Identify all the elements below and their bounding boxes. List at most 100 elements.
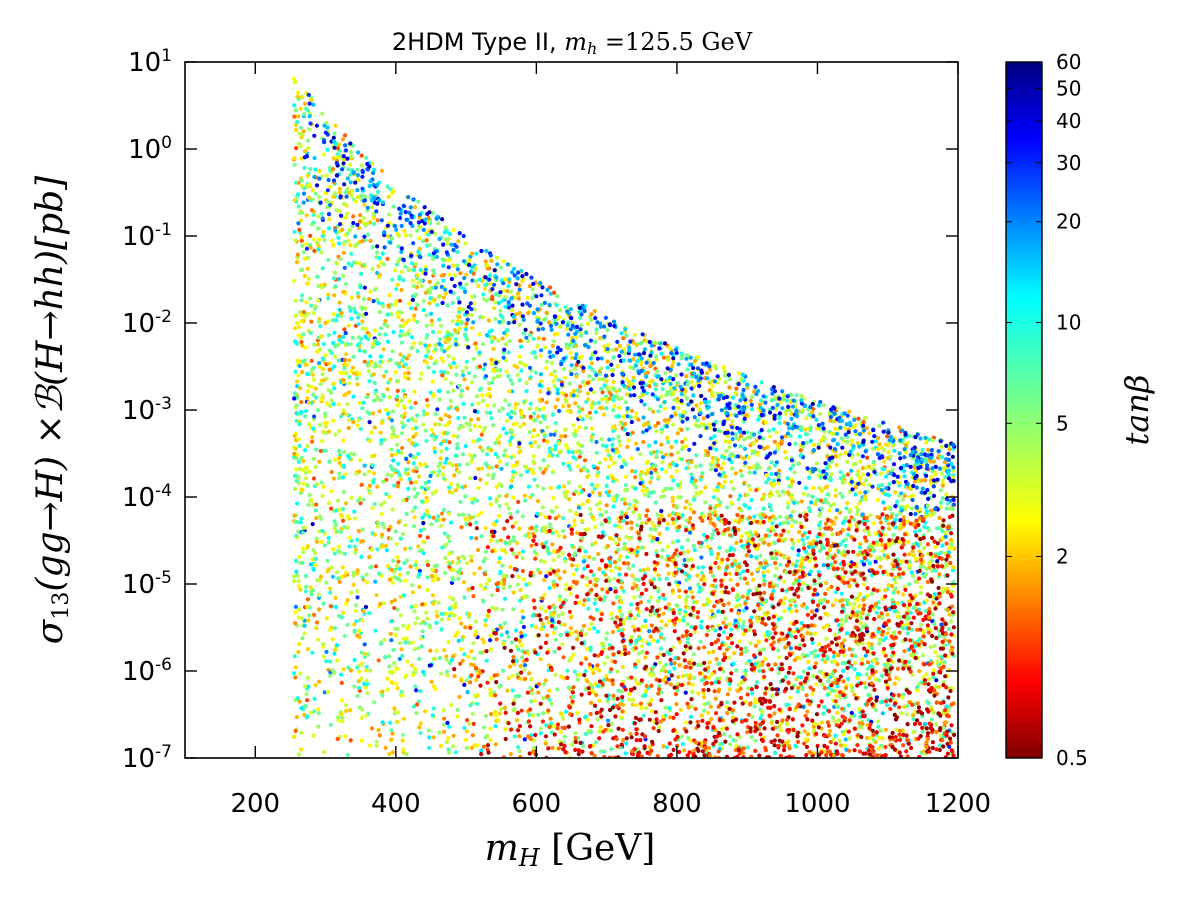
data-point [683, 609, 688, 614]
data-point [605, 543, 611, 549]
data-point [841, 668, 846, 674]
data-point [498, 707, 504, 712]
data-point [414, 711, 419, 716]
data-point [426, 728, 431, 733]
data-point [481, 367, 486, 372]
data-point [721, 461, 726, 466]
data-point [390, 731, 395, 736]
data-point [451, 433, 456, 438]
data-point [318, 448, 323, 454]
data-point [754, 555, 759, 560]
data-point [612, 576, 617, 581]
data-point [350, 335, 355, 340]
data-point [920, 729, 925, 734]
data-point [654, 454, 659, 459]
data-point [310, 650, 315, 655]
data-point [847, 489, 852, 494]
data-point [292, 433, 297, 438]
data-point [710, 532, 715, 537]
data-point [714, 527, 719, 532]
data-point [385, 472, 390, 477]
data-point [803, 737, 809, 742]
data-point [570, 450, 575, 455]
data-point [464, 678, 469, 683]
data-point [357, 635, 362, 640]
data-point [452, 473, 457, 478]
data-point [675, 380, 681, 385]
data-point [680, 634, 685, 639]
data-point [648, 360, 653, 365]
data-point [502, 621, 508, 626]
data-point [293, 728, 298, 734]
data-point [588, 416, 593, 421]
data-point [757, 668, 762, 674]
data-point [462, 556, 467, 561]
data-point [349, 495, 354, 500]
data-point [540, 505, 545, 510]
data-point [535, 433, 540, 438]
data-point [430, 379, 435, 384]
data-point [406, 438, 411, 443]
data-point [681, 410, 686, 415]
data-point [900, 695, 905, 700]
data-point [883, 653, 888, 658]
data-point [595, 629, 601, 634]
data-point [332, 551, 337, 556]
data-point [503, 541, 508, 546]
data-point [905, 704, 910, 709]
data-point [758, 465, 763, 470]
data-point [517, 526, 522, 531]
data-point [606, 453, 611, 458]
data-point [648, 527, 654, 532]
data-point [330, 565, 335, 570]
data-point [561, 515, 566, 521]
data-point [690, 682, 695, 688]
data-point [748, 435, 753, 440]
data-point [400, 318, 405, 323]
data-point [784, 570, 789, 575]
data-point [654, 429, 659, 434]
data-point [379, 532, 385, 537]
data-point [378, 430, 383, 435]
data-point [516, 551, 522, 556]
data-point [861, 582, 867, 587]
data-point [784, 702, 789, 708]
data-point [562, 534, 567, 540]
data-point [607, 489, 612, 494]
data-point [480, 393, 485, 398]
data-point [882, 532, 887, 537]
data-point [488, 647, 493, 652]
data-point [367, 469, 372, 474]
data-point [834, 703, 839, 708]
data-point [401, 593, 406, 598]
data-point [339, 698, 345, 703]
data-point [418, 377, 423, 382]
data-point [522, 422, 527, 427]
data-point [694, 485, 699, 490]
data-point [377, 733, 382, 738]
data-point [332, 191, 337, 196]
data-point [519, 619, 524, 625]
data-point [527, 406, 532, 411]
data-point [701, 691, 706, 696]
data-point [449, 657, 455, 663]
data-point [766, 476, 771, 482]
data-point [406, 640, 411, 646]
data-point [629, 602, 634, 607]
data-point [618, 525, 623, 530]
data-point [302, 273, 307, 279]
data-point [299, 312, 304, 317]
data-point [331, 318, 336, 323]
data-point [604, 503, 609, 508]
data-point [473, 475, 478, 481]
data-point [384, 477, 389, 482]
data-point [383, 332, 388, 337]
data-point [649, 470, 654, 475]
data-point [368, 238, 373, 243]
data-point [933, 544, 938, 550]
data-point [645, 508, 650, 513]
data-point [562, 734, 568, 739]
data-point [934, 722, 939, 727]
data-point [601, 412, 607, 417]
data-point [692, 629, 698, 634]
